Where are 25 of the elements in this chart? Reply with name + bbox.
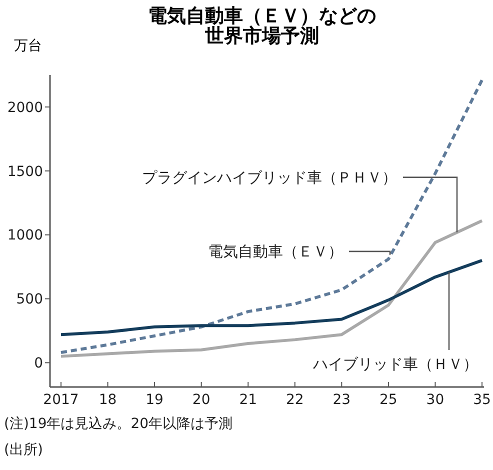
y-tick-label: 1500 bbox=[7, 164, 43, 180]
y-tick-label: 2000 bbox=[7, 100, 43, 116]
x-tick-label: 19 bbox=[146, 392, 164, 408]
text: ハイブリッド車（ＨＶ） bbox=[312, 355, 478, 374]
x-tick-label: 18 bbox=[98, 392, 117, 408]
x-tick-label: 20 bbox=[192, 392, 210, 408]
chart-title: 電気自動車（ＥＶ）などの世界市場予測 bbox=[148, 5, 376, 47]
text: (出所) bbox=[4, 442, 43, 458]
x-tick-label: 30 bbox=[426, 392, 444, 408]
text: (注)19年は見込み。20年以降は予測 bbox=[4, 416, 233, 432]
x-tick-label: 22 bbox=[286, 392, 304, 408]
y-tick-label: 1000 bbox=[7, 228, 43, 244]
y-tick-label: 0 bbox=[34, 356, 43, 372]
x-tick-label: 21 bbox=[239, 392, 258, 408]
x-tick-label: 2017 bbox=[43, 392, 79, 408]
x-tick-label: 23 bbox=[332, 392, 351, 408]
line-series bbox=[60, 258, 484, 336]
series-label: 電気自動車（ＥＶ） bbox=[208, 242, 343, 261]
line-series bbox=[60, 78, 484, 354]
text: プラグインハイブリッド車（ＰＨＶ） bbox=[142, 168, 397, 187]
x-tick-label: 25 bbox=[380, 392, 398, 408]
x-tick-label: 35 bbox=[473, 392, 491, 408]
y-tick-label: 500 bbox=[16, 292, 43, 308]
line-series bbox=[60, 219, 484, 358]
y-axis-title: 万台 bbox=[14, 38, 42, 54]
